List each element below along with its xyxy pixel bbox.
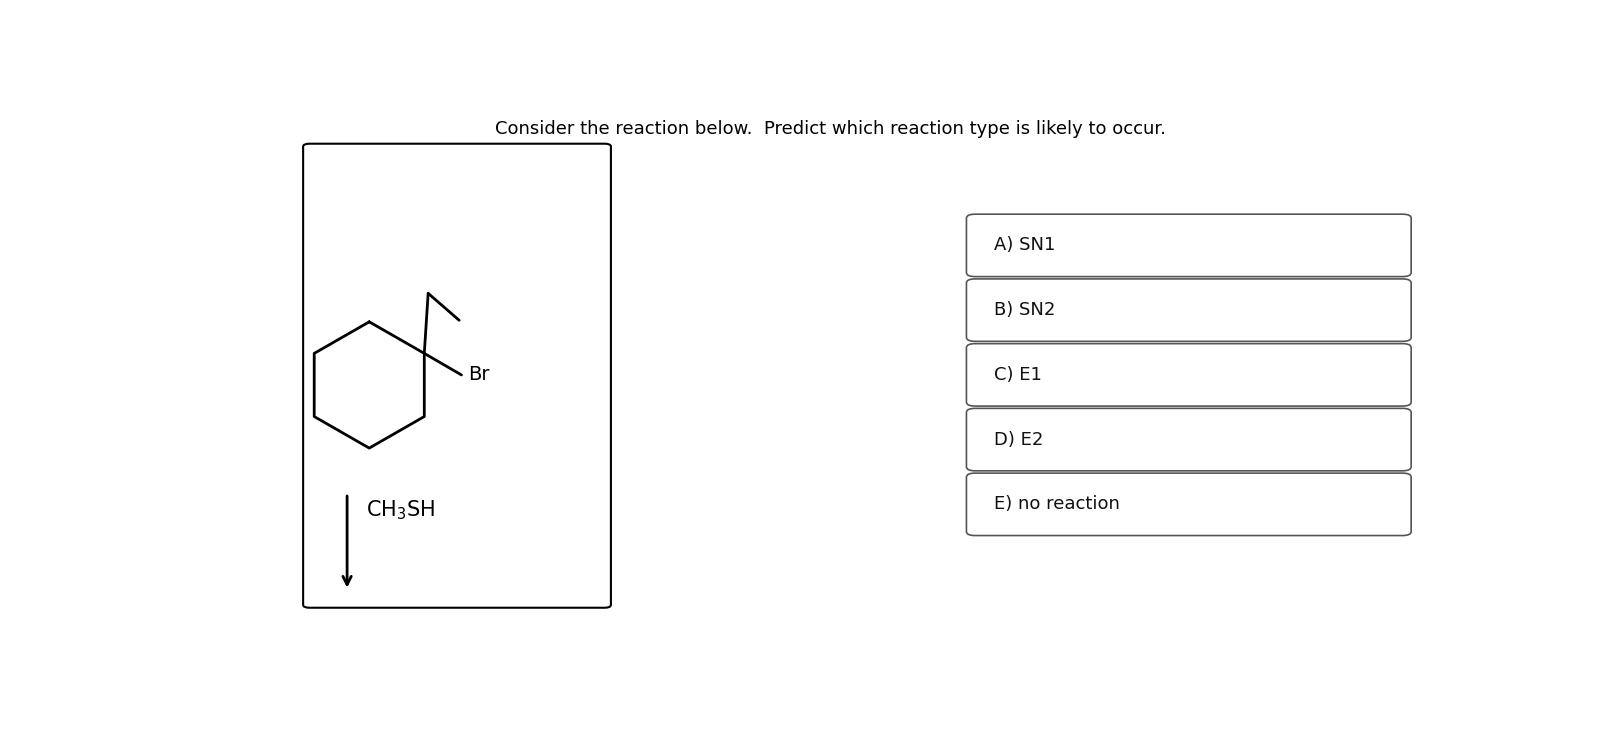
Text: D) E2: D) E2: [994, 431, 1044, 449]
FancyBboxPatch shape: [966, 473, 1412, 536]
Text: CH$_3$SH: CH$_3$SH: [366, 499, 434, 522]
FancyBboxPatch shape: [966, 279, 1412, 341]
Text: Br: Br: [468, 365, 490, 385]
FancyBboxPatch shape: [966, 214, 1412, 277]
Text: A) SN1: A) SN1: [994, 237, 1055, 254]
FancyBboxPatch shape: [966, 344, 1412, 406]
FancyBboxPatch shape: [303, 144, 611, 608]
Text: E) no reaction: E) no reaction: [994, 496, 1120, 513]
Text: Consider the reaction below.  Predict which reaction type is likely to occur.: Consider the reaction below. Predict whi…: [496, 121, 1165, 138]
Text: B) SN2: B) SN2: [994, 301, 1055, 319]
FancyBboxPatch shape: [966, 408, 1412, 471]
Text: C) E1: C) E1: [994, 366, 1042, 384]
